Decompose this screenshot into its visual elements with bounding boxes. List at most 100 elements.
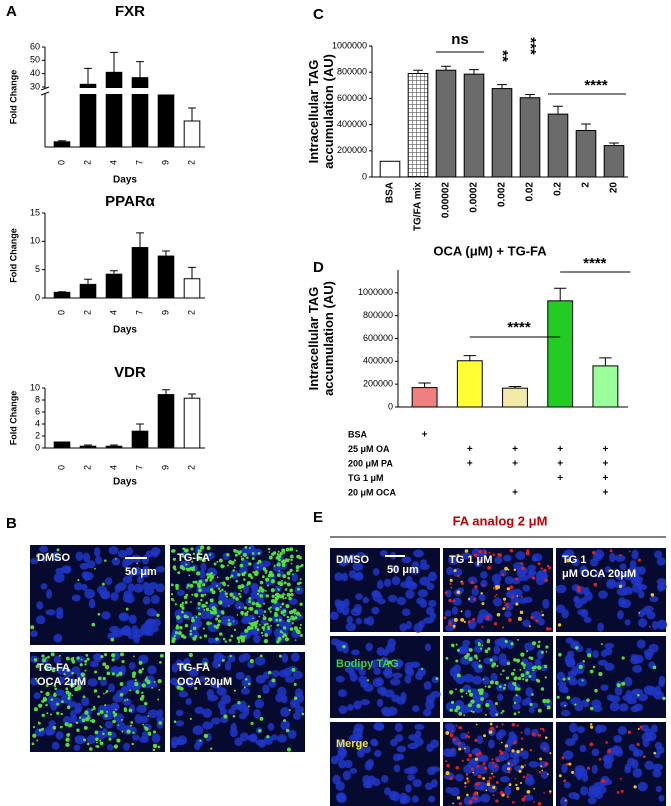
nucleus bbox=[140, 715, 149, 724]
lipid bbox=[443, 616, 447, 620]
lipid bbox=[445, 731, 450, 735]
lipid bbox=[128, 708, 133, 713]
error-bar bbox=[581, 123, 591, 131]
error-bar bbox=[58, 140, 66, 142]
nucleus bbox=[101, 611, 111, 620]
lipid bbox=[519, 610, 524, 615]
lipid bbox=[204, 578, 209, 582]
lipid bbox=[598, 672, 603, 677]
nucleus bbox=[238, 713, 247, 720]
nucleus bbox=[86, 734, 97, 745]
lipid bbox=[262, 616, 267, 621]
nucleus bbox=[637, 610, 645, 618]
nucleus bbox=[341, 572, 348, 582]
lipid bbox=[618, 584, 623, 589]
lipid bbox=[82, 695, 86, 699]
lipid bbox=[175, 625, 180, 630]
lipid bbox=[283, 552, 286, 555]
nucleus bbox=[141, 554, 150, 565]
nucleus bbox=[632, 768, 643, 778]
lipid bbox=[283, 581, 287, 585]
condition-mark: + bbox=[602, 459, 608, 470]
lipid bbox=[194, 686, 198, 690]
lipid bbox=[59, 726, 63, 729]
nucleus bbox=[348, 570, 357, 579]
lipid bbox=[557, 623, 562, 627]
nucleus bbox=[614, 581, 626, 589]
nucleus bbox=[223, 678, 231, 685]
nucleus bbox=[263, 735, 274, 746]
nucleus bbox=[426, 743, 434, 752]
nucleus bbox=[473, 645, 483, 653]
lipid bbox=[452, 737, 456, 741]
lipid bbox=[449, 708, 453, 712]
lipid bbox=[504, 566, 508, 571]
lipid bbox=[230, 574, 234, 578]
lipid bbox=[466, 777, 469, 780]
y-tick-label: 800000 bbox=[337, 67, 367, 77]
lipid bbox=[217, 619, 222, 624]
lipid bbox=[99, 739, 102, 742]
lipid bbox=[295, 569, 299, 572]
y-tick-label: 400000 bbox=[363, 356, 393, 366]
lipid bbox=[89, 747, 93, 751]
nucleus bbox=[455, 674, 465, 685]
nucleus bbox=[604, 566, 611, 574]
lipid bbox=[577, 588, 581, 593]
lipid bbox=[519, 668, 522, 671]
lipid bbox=[455, 705, 461, 710]
nucleus bbox=[152, 550, 159, 558]
lipid bbox=[191, 618, 195, 623]
lipid bbox=[541, 769, 544, 772]
nucleus bbox=[206, 551, 215, 560]
nucleus bbox=[643, 605, 654, 613]
nucleus bbox=[194, 742, 201, 751]
lipid bbox=[172, 565, 177, 569]
nucleus bbox=[419, 598, 428, 608]
lipid bbox=[262, 614, 265, 616]
lipid bbox=[117, 724, 120, 726]
nucleus bbox=[136, 575, 144, 584]
lipid bbox=[224, 640, 227, 643]
lipid bbox=[299, 634, 303, 638]
nucleus bbox=[338, 705, 348, 714]
lipid bbox=[496, 665, 499, 668]
lipid bbox=[248, 596, 252, 600]
nucleus bbox=[444, 610, 452, 617]
nucleus bbox=[624, 619, 631, 626]
lipid bbox=[282, 574, 287, 579]
nucleus bbox=[355, 593, 363, 600]
lipid bbox=[141, 683, 146, 688]
lipid bbox=[52, 725, 57, 730]
nucleus bbox=[200, 610, 211, 620]
nucleus bbox=[334, 572, 343, 582]
lipid bbox=[111, 672, 115, 676]
lipid bbox=[50, 698, 54, 701]
lipid bbox=[252, 617, 255, 620]
lipid bbox=[470, 767, 474, 771]
nucleus bbox=[405, 620, 412, 630]
nucleus bbox=[619, 703, 629, 712]
nucleus bbox=[478, 593, 486, 602]
lipid bbox=[197, 612, 202, 616]
lipid bbox=[174, 603, 177, 606]
lipid bbox=[478, 751, 482, 756]
lipid bbox=[256, 628, 260, 631]
lipid bbox=[269, 606, 273, 609]
lipid bbox=[190, 601, 192, 603]
nucleus bbox=[280, 720, 290, 730]
lipid bbox=[469, 802, 472, 805]
lipid bbox=[607, 749, 612, 753]
lipid bbox=[286, 582, 291, 587]
lipid bbox=[484, 713, 487, 716]
lipid bbox=[87, 714, 90, 717]
bar bbox=[379, 160, 401, 178]
lipid bbox=[269, 610, 272, 613]
lipid bbox=[225, 576, 230, 581]
nucleus bbox=[136, 704, 148, 714]
nucleus bbox=[477, 754, 488, 762]
nucleus bbox=[400, 581, 411, 589]
lipid bbox=[112, 719, 116, 724]
lipid bbox=[299, 614, 302, 617]
lipid bbox=[245, 635, 247, 637]
